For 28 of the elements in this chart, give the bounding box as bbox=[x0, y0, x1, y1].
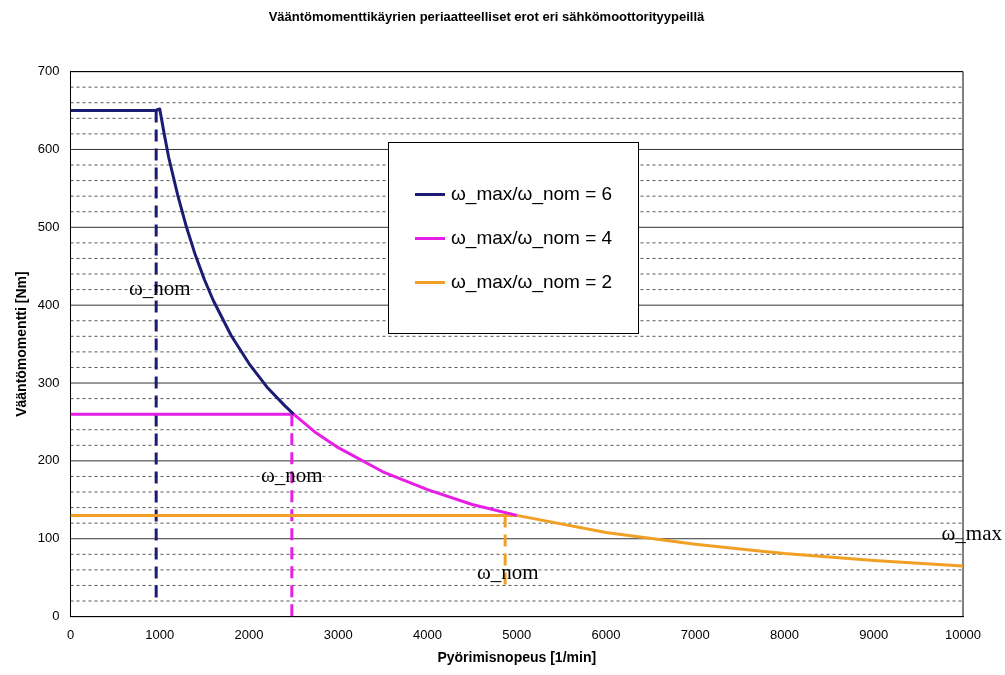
annotation: ω_max bbox=[941, 521, 1003, 546]
x-tick-label: 2000 bbox=[234, 626, 264, 642]
legend-label: ω_max/ω_nom = 6 bbox=[451, 183, 613, 205]
x-tick-label: 10000 bbox=[944, 626, 982, 642]
y-axis-title: Vääntömomentti [Nm] bbox=[13, 271, 30, 417]
y-tick-label: 600 bbox=[37, 141, 60, 157]
y-tick-label: 700 bbox=[37, 63, 60, 79]
x-tick-label: 8000 bbox=[770, 626, 799, 642]
y-tick-label: 100 bbox=[37, 530, 60, 546]
x-tick-label: 9000 bbox=[859, 626, 889, 642]
legend-label: ω_max/ω_nom = 2 bbox=[451, 271, 613, 293]
y-tick-label: 400 bbox=[37, 296, 60, 312]
y-tick-label: 300 bbox=[37, 374, 60, 390]
annotation: ω_nom bbox=[476, 560, 539, 585]
y-tick-label: 0 bbox=[52, 608, 60, 624]
x-tick-label: 0 bbox=[66, 626, 75, 642]
x-tick-label: 3000 bbox=[323, 626, 353, 642]
chart-title: Vääntömomenttikäyrien periaatteelliset erot eri sähkömoottorityypeillä bbox=[268, 9, 706, 25]
x-tick-label: 5000 bbox=[502, 626, 532, 642]
x-axis-title: Pyörimisnopeus [1/min] bbox=[437, 649, 597, 666]
y-tick-label: 200 bbox=[37, 452, 60, 468]
y-tick-label: 500 bbox=[37, 218, 60, 234]
x-tick-label: 7000 bbox=[680, 626, 710, 642]
legend-label: ω_max/ω_nom = 4 bbox=[451, 227, 613, 249]
annotation: ω_nom bbox=[128, 276, 191, 301]
x-tick-label: 1000 bbox=[145, 626, 175, 642]
x-tick-label: 6000 bbox=[591, 626, 621, 642]
x-tick-label: 4000 bbox=[413, 626, 442, 642]
